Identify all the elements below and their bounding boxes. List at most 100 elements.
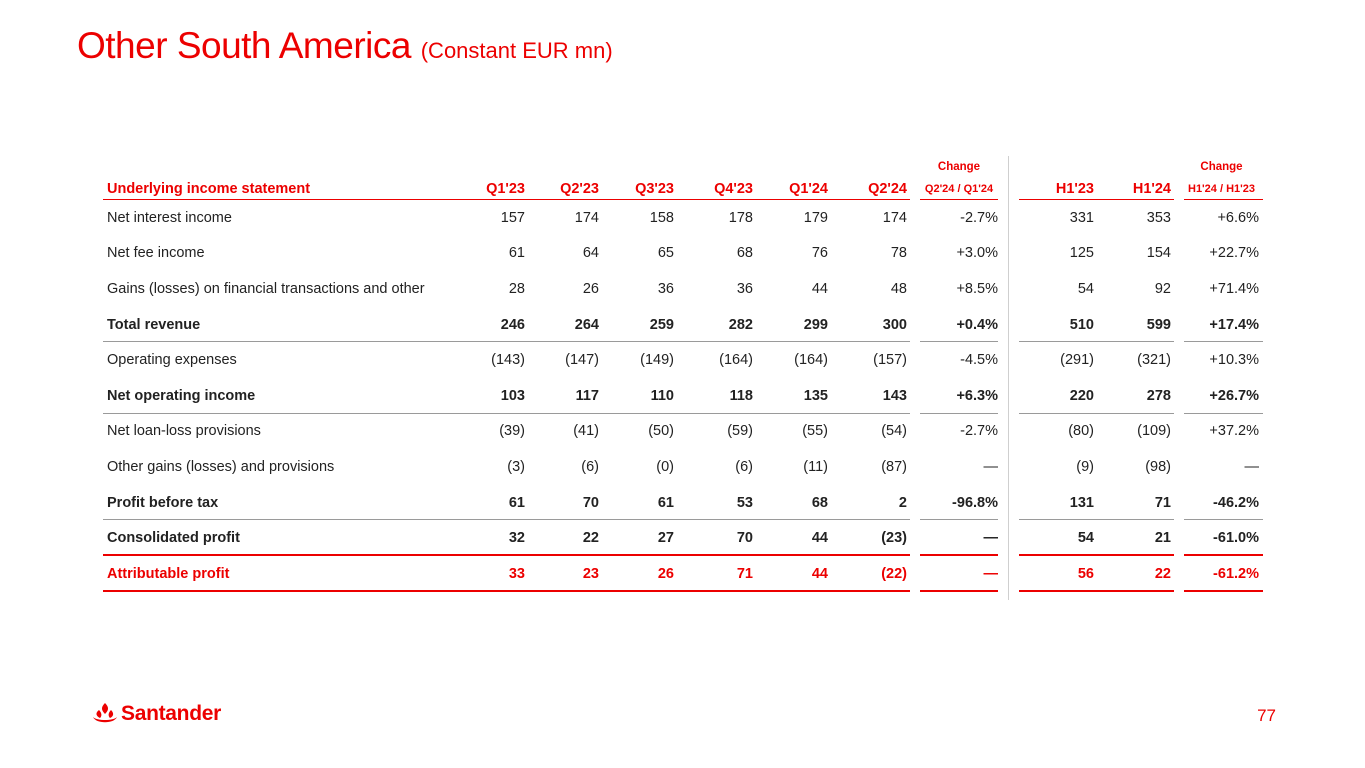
table-header: Underlying income statement Q1'23 Q2'23 …: [103, 178, 1263, 200]
cell-h1-23: (9): [1076, 458, 1094, 475]
cell-q1-23: 157: [500, 209, 525, 226]
header-label: Underlying income statement: [107, 181, 311, 197]
row-rule: [1019, 519, 1174, 521]
cell-chg-q: +3.0%: [956, 245, 998, 262]
row-rule: [103, 590, 910, 592]
row-rule: [103, 412, 910, 414]
cell-q3-23: (149): [640, 352, 674, 369]
cell-h1-24: 22: [1154, 565, 1171, 582]
table-row: Net fee income 61 64 65 68 76 78 +3.0% 125 154 +22…: [103, 236, 1263, 272]
table-row: Consolidated profit 32 22 27 70 44 (23) — 54 21 -6…: [103, 520, 1263, 556]
row-label: Gains (losses) on financial transactions…: [107, 280, 425, 297]
cell-chg-h: +22.7%: [1209, 245, 1259, 262]
cell-chg-q: -4.5%: [960, 352, 998, 369]
row-rule: [1184, 341, 1263, 343]
cell-q2-24: (54): [881, 423, 907, 440]
header-rule: [103, 198, 910, 200]
cell-chg-h: +17.4%: [1209, 316, 1259, 333]
cell-chg-h: -46.2%: [1213, 494, 1259, 511]
cell-q2-24: (87): [881, 458, 907, 475]
cell-q2-23: 23: [582, 565, 599, 582]
cell-q1-23: 28: [508, 280, 525, 297]
santander-logo: Santander: [92, 702, 221, 726]
cell-h1-23: 54: [1077, 280, 1094, 297]
cell-q4-23: 282: [728, 316, 753, 333]
cell-h1-24: (98): [1145, 458, 1171, 475]
cell-chg-h: +71.4%: [1209, 280, 1259, 297]
row-rule: [920, 554, 998, 556]
cell-q1-24: (55): [802, 423, 828, 440]
cell-q1-23: 61: [508, 245, 525, 262]
table-row: Total revenue 246 264 259 282 299 300 +0.4% 510 5…: [103, 307, 1263, 343]
cell-q1-23: (39): [499, 423, 525, 440]
row-label: Profit before tax: [107, 494, 219, 511]
table-row: Net interest income 157 174 158 178 179 174 -2.…: [103, 200, 1263, 236]
cell-q3-23: (50): [648, 423, 674, 440]
cell-q2-23: 264: [574, 316, 599, 333]
row-rule: [1019, 412, 1174, 414]
header-change-half: H1'24 / H1'23: [1188, 183, 1255, 195]
row-rule: [1184, 519, 1263, 521]
cell-q4-23: 53: [736, 494, 753, 511]
header-q3-23: Q3'23: [635, 181, 674, 197]
cell-q2-24: (22): [881, 565, 907, 582]
row-rule: [103, 519, 910, 521]
header-rule: [920, 198, 998, 200]
cell-chg-q: -2.7%: [960, 209, 998, 226]
cell-q3-23: 36: [657, 280, 674, 297]
row-label: Total revenue: [107, 316, 201, 333]
row-label: Other gains (losses) and provisions: [107, 458, 335, 475]
cell-q1-23: (3): [507, 458, 525, 475]
cell-q3-23: 26: [657, 565, 674, 582]
cell-q2-23: (41): [573, 423, 599, 440]
row-rule: [103, 554, 910, 556]
header-rule: [1019, 198, 1174, 200]
cell-q1-23: (143): [491, 352, 525, 369]
row-rule: [1019, 590, 1174, 592]
cell-q1-23: 33: [508, 565, 525, 582]
cell-h1-24: 71: [1154, 494, 1171, 511]
cell-chg-h: +37.2%: [1209, 423, 1259, 440]
cell-q4-23: 36: [736, 280, 753, 297]
cell-q1-24: 179: [803, 209, 828, 226]
header-q2-23: Q2'23: [560, 181, 599, 197]
cell-h1-23: 510: [1069, 316, 1094, 333]
cell-q2-24: 174: [882, 209, 907, 226]
cell-q3-23: 65: [657, 245, 674, 262]
table-row: Net loan-loss provisions (39) (41) (50) (59)…: [103, 414, 1263, 450]
table-row: Attributable profit 33 23 26 71 44 (22) — 56 22 -6…: [103, 556, 1263, 592]
change-half-group-label: Change: [1200, 161, 1243, 173]
cell-chg-q: +0.4%: [956, 316, 998, 333]
cell-q2-23: 117: [575, 387, 599, 404]
cell-q4-23: 178: [728, 209, 753, 226]
row-label: Net operating income: [107, 387, 256, 404]
row-label: Net fee income: [107, 245, 205, 262]
cell-q1-24: (11): [803, 458, 828, 475]
cell-chg-h: -61.0%: [1213, 530, 1259, 547]
cell-q4-23: (6): [735, 458, 753, 475]
cell-q1-24: 44: [811, 530, 828, 547]
cell-h1-24: 154: [1146, 245, 1171, 262]
cell-q4-23: (59): [727, 423, 753, 440]
flame-icon: [93, 703, 117, 723]
row-rule: [920, 412, 998, 414]
page-number: 77: [1257, 706, 1276, 725]
table-body: Net interest income 157 174 158 178 179 174 -2.…: [103, 200, 1263, 592]
cell-q2-23: 174: [574, 209, 599, 226]
row-rule: [1184, 590, 1263, 592]
cell-q2-24: 300: [882, 316, 907, 333]
cell-q3-23: 61: [657, 494, 674, 511]
cell-q2-24: (157): [873, 352, 907, 369]
cell-q4-23: 118: [729, 387, 753, 404]
cell-h1-23: 331: [1069, 209, 1094, 226]
table-row: Operating expenses (143) (147) (149) (164) (1…: [103, 342, 1263, 378]
cell-q4-23: (164): [719, 352, 753, 369]
cell-chg-q: -96.8%: [952, 494, 998, 511]
cell-q1-24: 299: [803, 316, 828, 333]
cell-q2-23: 22: [582, 530, 599, 547]
header-q2-24: Q2'24: [868, 181, 907, 197]
row-label: Attributable profit: [107, 565, 230, 582]
cell-q2-24: (23): [881, 530, 907, 547]
table-header-group: Change Change: [103, 156, 1263, 178]
cell-q1-24: 44: [811, 565, 828, 582]
